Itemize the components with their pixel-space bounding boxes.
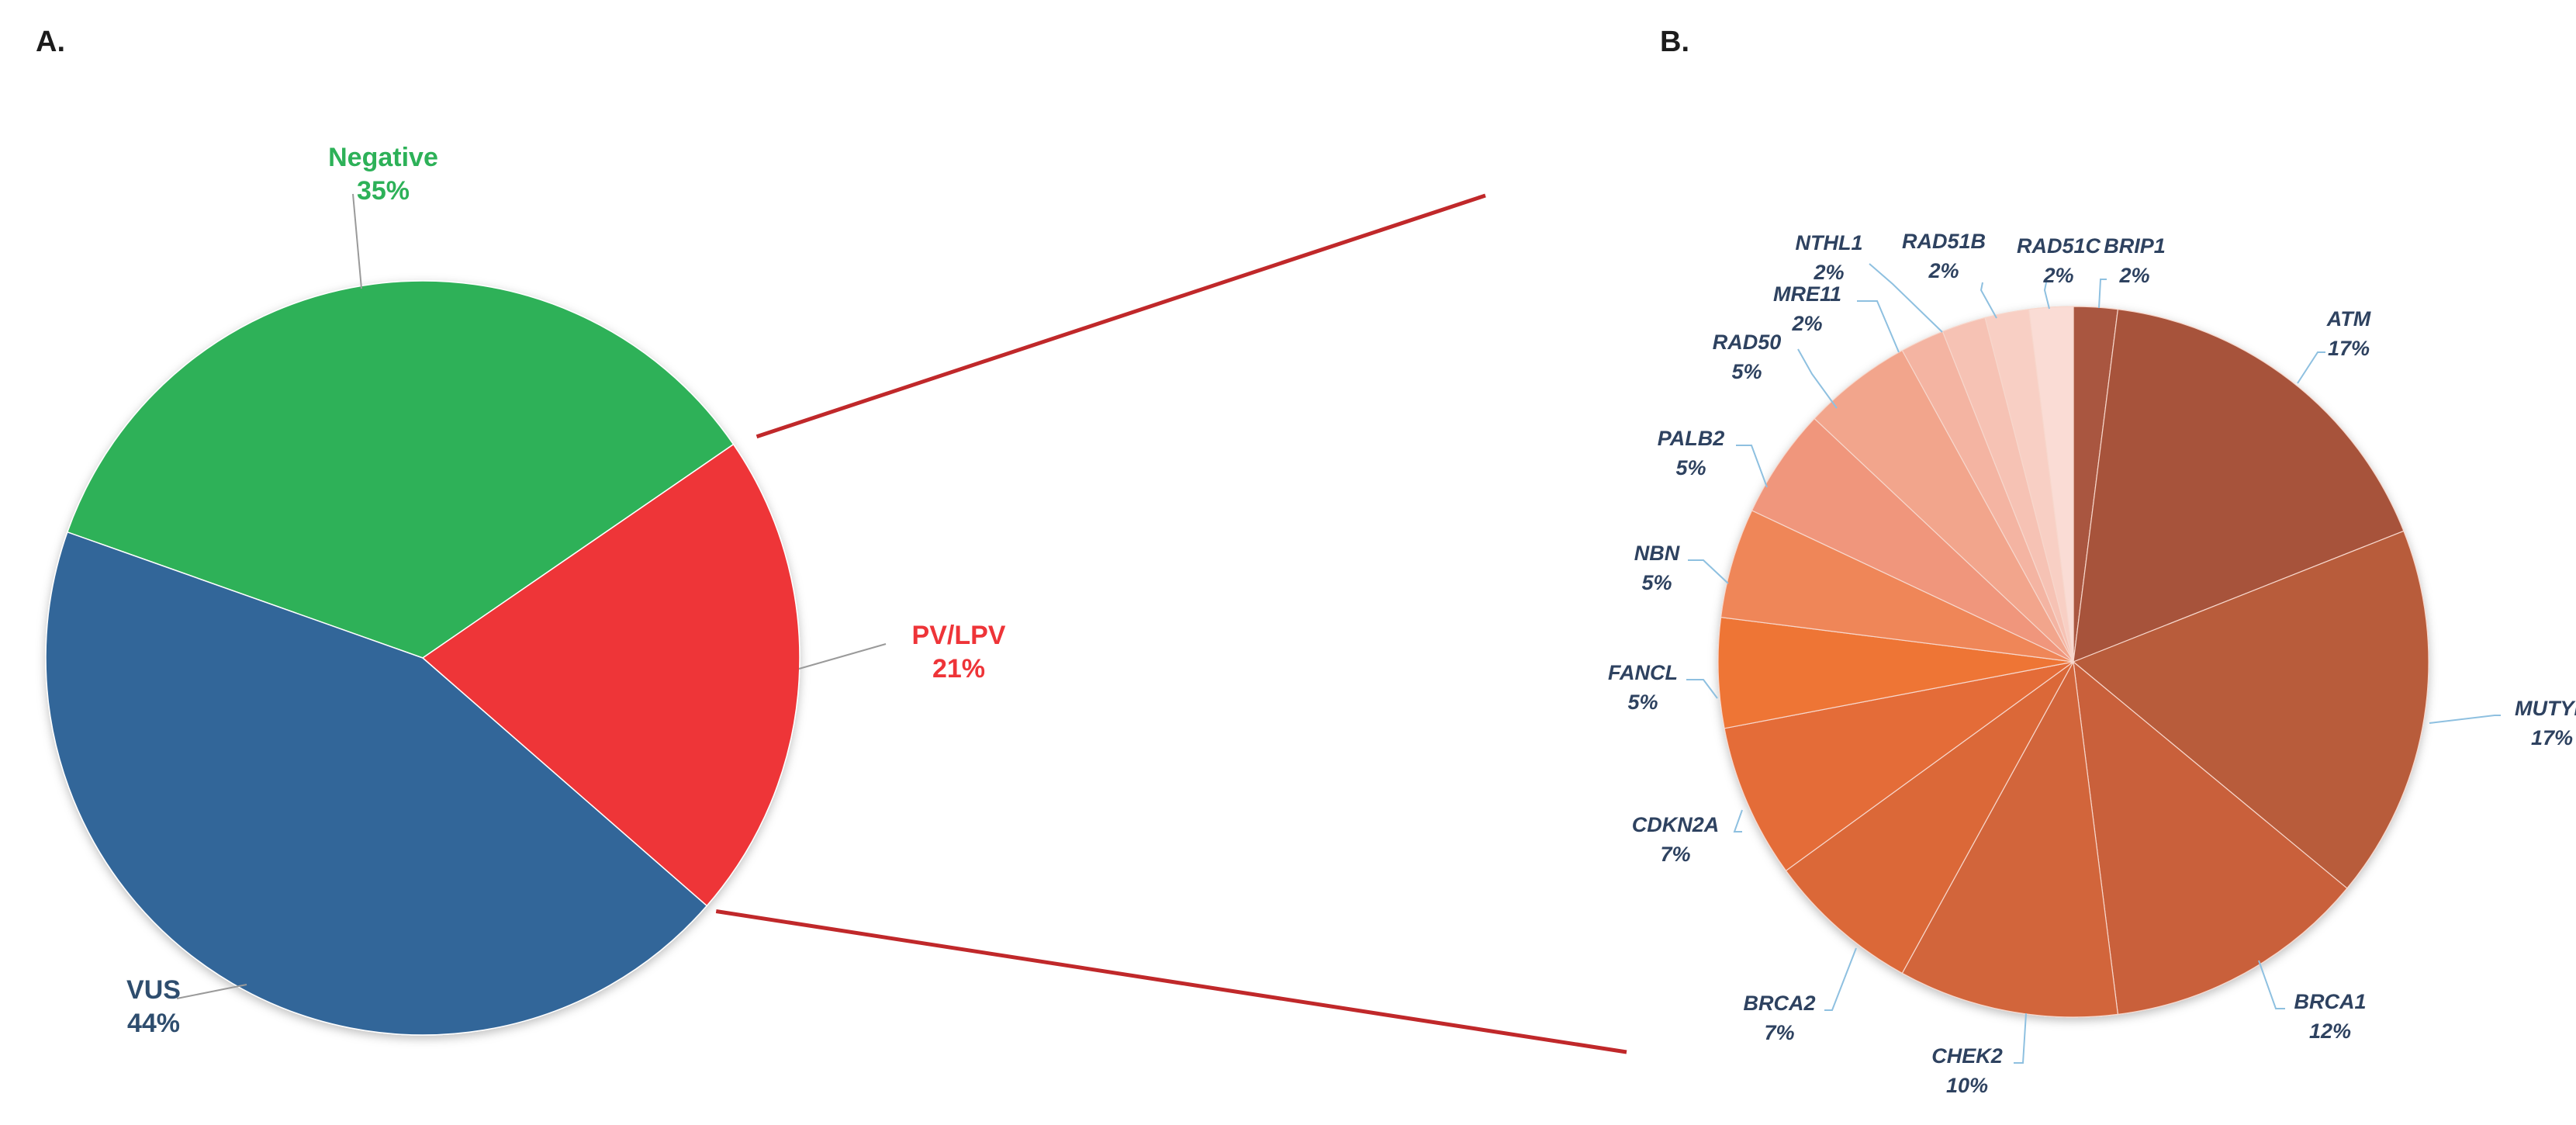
pie-b-slice-brca1 <box>2073 660 2348 1016</box>
pie-b-slice-rad50 <box>1814 349 2074 663</box>
pie-b-value-brca1: 12% <box>2309 1019 2351 1043</box>
pie-a-slices <box>45 280 800 1036</box>
pie-b-leader-mutyh <box>2429 715 2501 724</box>
pie-b-label-nbn: NBN <box>1634 542 1680 565</box>
pie-b-value-rad51b: 2% <box>1928 259 1959 282</box>
pie-b-slice-fancl <box>1717 616 2074 729</box>
pie-b-value-mre11: 2% <box>1791 312 1822 335</box>
pie-b-value-rad50: 5% <box>1731 360 1762 383</box>
pie-b-label-rad51b: RAD51B <box>1902 230 1986 253</box>
pie-a-leader-negative <box>352 193 362 289</box>
pie-b-value-nthl1: 2% <box>1813 261 1844 284</box>
pie-b-value-brip1: 2% <box>2118 264 2149 287</box>
pie-b-value-rad51c: 2% <box>2042 264 2073 287</box>
pie-b-label-brca1: BRCA1 <box>2294 990 2366 1013</box>
pie-b-label-mre11: MRE11 <box>1773 282 1841 306</box>
pie-chart-b: BRIP1 2% ATM 17% MUTYH 17% BRCA1 12% CHEK2 10% BRC… <box>1608 230 2576 1097</box>
pie-b-leader-mre11 <box>1857 300 1900 353</box>
pie-a-label-vus: VUS <box>126 975 181 1005</box>
pie-a-leader-vus <box>176 984 247 999</box>
pie-b-value-palb2: 5% <box>1675 456 1706 479</box>
pie-b-value-chek2: 10% <box>1946 1074 1988 1097</box>
pie-b-label-mutyh: MUTYH <box>2515 697 2576 720</box>
pie-a-value-vus: 44% <box>127 1009 180 1038</box>
pie-a-slice-negative <box>66 280 735 659</box>
pie-b-leader-rad51c <box>2043 282 2050 310</box>
zoom-line-bottom <box>715 909 1627 1054</box>
pie-b-value-atm: 17% <box>2328 337 2370 360</box>
pie-b-leader-palb2 <box>1736 445 1768 488</box>
pie-b-label-nthl1: NTHL1 <box>1796 231 1863 254</box>
pie-chart-a: Negative 35% PV/LPV 21% VUS 44% <box>45 143 1006 1038</box>
pie-b-leader-rad51b <box>1980 282 1997 319</box>
pie-b-value-cdkn2a: 7% <box>1660 843 1690 866</box>
pie-b-value-brca2: 7% <box>1764 1021 1794 1044</box>
pie-b-leader-atm <box>2297 351 2325 384</box>
pie-b-slice-palb2 <box>1751 417 2074 663</box>
panel-a-letter: A. <box>36 26 65 58</box>
pie-b-leader-rad50 <box>1797 348 1838 409</box>
pie-b-slice-atm <box>2073 308 2405 663</box>
zoom-line-top <box>756 193 1486 439</box>
pie-b-value-mutyh: 17% <box>2531 726 2573 749</box>
pie-b-slices <box>1717 306 2429 1018</box>
pie-a-value-pv-lpv: 21% <box>932 654 985 684</box>
pie-b-leader-fancl <box>1686 679 1718 699</box>
pie-b-leader-nbn <box>1688 559 1729 584</box>
pie-b-label-palb2: PALB2 <box>1658 427 1725 450</box>
pie-b-slice-rad51c <box>2028 306 2074 663</box>
pie-b-slice-chek2 <box>1901 660 2119 1018</box>
pie-b-slice-brca2 <box>1785 661 2074 974</box>
pie-b-label-atm: ATM <box>2326 307 2371 331</box>
pie-a-value-negative: 35% <box>357 176 410 206</box>
pie-b-slice-mutyh <box>2072 530 2429 889</box>
pie-b-leader-cdkn2a <box>1733 809 1743 832</box>
panel-b-letter: B. <box>1660 26 1689 58</box>
pie-b-label-chek2: CHEK2 <box>1931 1044 2003 1068</box>
pie-a-slice-pv-lpv <box>421 443 800 907</box>
pie-b-slice-cdkn2a <box>1724 661 2074 872</box>
pie-b-value-fancl: 5% <box>1627 691 1658 714</box>
pie-b-label-brca2: BRCA2 <box>1743 992 1815 1015</box>
pie-b-label-brip1: BRIP1 <box>2104 234 2166 258</box>
pie-b-label-rad51c: RAD51C <box>2017 234 2101 258</box>
pie-a-leader-pv-lpv <box>798 643 887 670</box>
pie-a-label-pv-lpv: PV/LPV <box>912 621 1006 650</box>
zoom-connectors <box>715 193 1627 1054</box>
pie-b-label-fancl: FANCL <box>1608 661 1678 684</box>
pie-b-leader-brca1 <box>2258 960 2285 1009</box>
pie-b-leader-brip1 <box>2098 279 2107 309</box>
pie-b-leader-nthl1 <box>1869 263 1943 333</box>
pie-b-leader-chek2 <box>2014 1012 2027 1064</box>
pie-b-slice-nbn <box>1720 510 2074 663</box>
pie-a-slice-vus <box>45 531 708 1036</box>
pie-b-label-rad50: RAD50 <box>1713 331 1782 354</box>
pie-b-value-nbn: 5% <box>1641 571 1672 594</box>
pie-b-label-cdkn2a: CDKN2A <box>1632 813 1720 836</box>
pie-b-leader-brca2 <box>1824 947 1857 1011</box>
pie-a-label-negative: Negative <box>328 143 438 172</box>
